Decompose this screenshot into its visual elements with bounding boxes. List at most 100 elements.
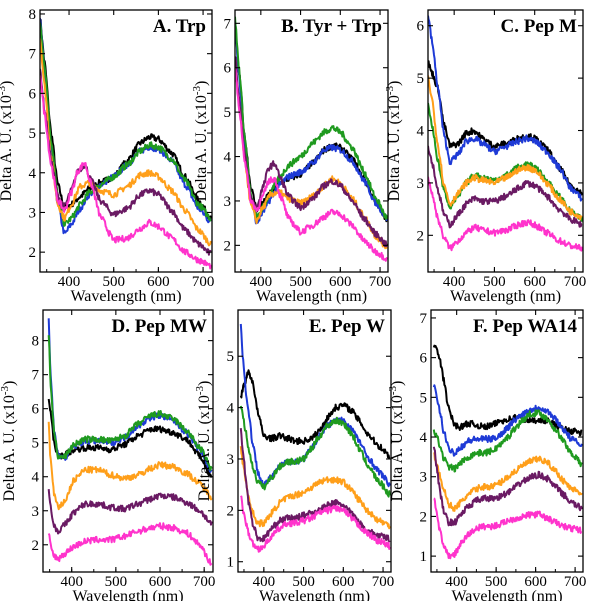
plot-frame xyxy=(430,309,584,573)
y-axis-label-text: Delta A. U. (x10 xyxy=(0,95,15,201)
plot-frame xyxy=(42,309,214,573)
y-tick-label: 8 xyxy=(32,334,40,350)
series-line xyxy=(432,409,583,473)
x-axis-label: Wavelength (nm) xyxy=(72,588,183,601)
x-tick-label: 700 xyxy=(193,574,216,590)
y-tick-label: 4 xyxy=(420,430,428,446)
x-tick-label: 700 xyxy=(564,274,587,290)
y-axis-label-exponent: -3 xyxy=(0,85,8,95)
x-tick-label: 600 xyxy=(147,274,170,290)
series-line xyxy=(239,495,391,553)
series-line xyxy=(47,522,213,566)
series-line xyxy=(428,145,583,229)
x-tick-label: 700 xyxy=(369,274,392,290)
y-axis-label-text: Delta A. U. (x10 xyxy=(193,95,210,201)
y-axis-label-text: Delta A. U. (x10 xyxy=(196,395,213,501)
y-axis-label: Delta A. U. (x10-3) xyxy=(194,381,213,502)
series-line xyxy=(47,335,213,471)
series-line xyxy=(235,22,388,225)
y-tick-label: 4 xyxy=(29,166,37,182)
y-tick-label: 3 xyxy=(417,176,425,192)
series-line xyxy=(432,446,583,527)
series-line xyxy=(40,18,212,235)
panel-title: B. Tyr + Trp xyxy=(281,16,382,37)
x-tick-label: 500 xyxy=(485,574,508,590)
x-tick-label: 500 xyxy=(292,574,315,590)
y-tick-label: 2 xyxy=(417,228,425,244)
y-tick-label: 4 xyxy=(417,124,425,140)
y-axis-label-close: ) xyxy=(193,81,210,86)
y-tick-label: 7 xyxy=(29,47,37,63)
series-line xyxy=(40,38,212,247)
y-tick-label: 5 xyxy=(417,71,425,87)
x-axis-label: Wavelength (nm) xyxy=(451,588,562,601)
y-tick-label: 4 xyxy=(224,150,232,166)
panel-title: D. Pep MW xyxy=(111,316,207,337)
chart-panel: 400 500 600 700 2 3 4 5 6 7 8 D. Pep MW Wavelength (… xyxy=(0,309,216,601)
series-line xyxy=(40,75,212,270)
y-tick-label: 1 xyxy=(420,549,428,565)
y-tick-label: 4 xyxy=(227,401,235,417)
series-line xyxy=(235,24,388,223)
chart-panel: 400 500 600 700 1 2 3 4 5 6 7 F. Pep WA14 Wavelength… xyxy=(387,309,587,601)
panel-title: F. Pep WA14 xyxy=(473,316,577,337)
y-axis-label: Delta A. U. (x10-3) xyxy=(191,81,210,202)
x-axis-label: Wavelength (nm) xyxy=(450,288,561,305)
series-line xyxy=(239,446,391,530)
series-line xyxy=(428,75,583,221)
y-axis-label-text: Delta A. U. (x10 xyxy=(389,395,406,501)
series-line xyxy=(47,489,213,535)
y-axis-label-exponent: -3 xyxy=(191,85,203,95)
y-tick-label: 8 xyxy=(29,7,37,23)
y-tick-label: 5 xyxy=(29,126,37,142)
series-group xyxy=(428,15,583,252)
y-tick-label: 6 xyxy=(32,402,40,418)
x-tick-label: 400 xyxy=(253,574,276,590)
y-tick-label: 3 xyxy=(227,452,235,468)
plot-frame xyxy=(427,9,584,273)
series-group xyxy=(40,18,212,270)
y-tick-label: 3 xyxy=(29,205,37,221)
y-tick-label: 3 xyxy=(224,194,232,210)
y-tick-label: 4 xyxy=(32,470,40,486)
y-axis-label-close: ) xyxy=(389,381,406,386)
y-axis-label-text: Delta A. U. (x10 xyxy=(386,95,403,201)
y-axis-label: Delta A. U. (x10-3) xyxy=(387,381,406,502)
y-tick-label: 6 xyxy=(420,351,428,367)
panel-title: C. Pep M xyxy=(500,16,577,37)
y-tick-label: 2 xyxy=(420,509,428,525)
series-line xyxy=(40,22,212,227)
y-tick-label: 6 xyxy=(29,86,37,102)
y-tick-label: 7 xyxy=(420,311,428,327)
plot-frame xyxy=(237,309,392,573)
y-axis-label-exponent: -3 xyxy=(387,385,399,395)
x-tick-label: 400 xyxy=(60,574,83,590)
series-line xyxy=(428,176,583,252)
series-line xyxy=(428,15,583,202)
series-group xyxy=(47,318,213,566)
series-group xyxy=(239,323,391,553)
y-tick-label: 3 xyxy=(32,504,40,520)
y-tick-label: 2 xyxy=(227,503,235,519)
series-line xyxy=(433,497,583,560)
series-line xyxy=(47,398,213,478)
x-tick-label: 400 xyxy=(443,274,466,290)
y-tick-label: 5 xyxy=(224,105,232,121)
series-line xyxy=(239,323,391,488)
chart-panel: 400 500 600 700 2 3 4 5 6 7 B. Tyr + Trp Wavelength… xyxy=(191,9,392,305)
x-tick-label: 700 xyxy=(564,574,587,590)
x-tick-label: 600 xyxy=(329,274,352,290)
y-tick-label: 2 xyxy=(32,538,40,554)
y-tick-label: 7 xyxy=(32,368,40,384)
series-line xyxy=(235,16,388,223)
series-group xyxy=(432,344,583,560)
x-tick-label: 400 xyxy=(445,574,468,590)
panel-title: E. Pep W xyxy=(309,316,385,337)
series-line xyxy=(47,421,213,511)
y-axis-label: Delta A. U. (x10-3) xyxy=(384,81,403,202)
y-axis-label-close: ) xyxy=(1,381,18,386)
x-axis-label: Wavelength (nm) xyxy=(70,288,181,305)
x-tick-label: 500 xyxy=(102,274,125,290)
x-axis-label: Wavelength (nm) xyxy=(259,588,370,601)
x-tick-label: 500 xyxy=(483,274,506,290)
